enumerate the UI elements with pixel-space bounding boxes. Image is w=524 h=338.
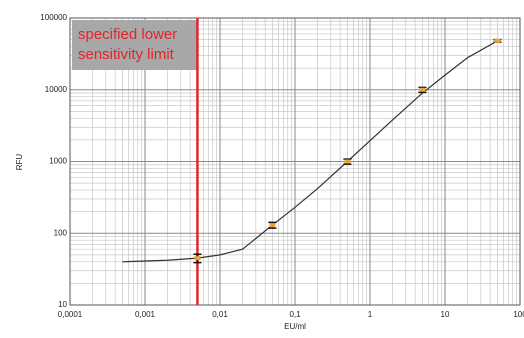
y-tick-label: 100	[54, 228, 68, 237]
annotation-text: specified lower	[78, 26, 177, 43]
y-tick-label: 10000	[45, 85, 68, 94]
data-point	[419, 87, 426, 92]
data-point	[194, 256, 201, 261]
x-tick-label: 100	[513, 310, 524, 319]
y-axis-label: RFU	[15, 154, 24, 171]
x-tick-label: 1	[368, 310, 373, 319]
data-point	[269, 223, 276, 228]
x-tick-label: 0,001	[135, 310, 156, 319]
x-tick-label: 0,1	[289, 310, 301, 319]
fit-curve	[122, 40, 498, 263]
plot-frame	[69, 17, 521, 306]
y-tick-label: 10	[58, 300, 67, 309]
y-tick-label: 100000	[40, 13, 67, 22]
x-tick-label: 0,0001	[58, 310, 83, 319]
annotation-box	[72, 20, 197, 70]
y-tick-label: 1000	[49, 157, 67, 166]
data-point	[344, 159, 351, 164]
annotation-text: sensitivity limit	[78, 46, 175, 63]
data-point	[494, 38, 501, 43]
x-tick-label: 0,01	[212, 310, 228, 319]
x-tick-label: 10	[441, 310, 450, 319]
x-axis-label: EU/ml	[284, 322, 306, 331]
